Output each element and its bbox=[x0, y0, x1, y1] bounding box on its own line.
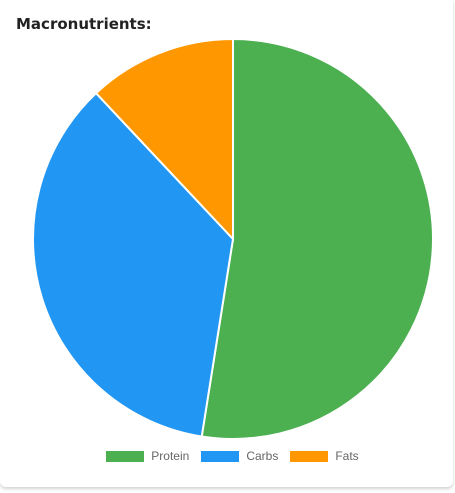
legend-item-fats[interactable]: Fats bbox=[290, 449, 358, 463]
legend-item-carbs[interactable]: Carbs bbox=[201, 449, 278, 463]
legend-item-protein[interactable]: Protein bbox=[106, 449, 189, 463]
pie-slice-protein[interactable] bbox=[202, 39, 433, 439]
legend-label-protein: Protein bbox=[151, 449, 189, 463]
legend-swatch-carbs bbox=[201, 451, 239, 462]
legend-label-carbs: Carbs bbox=[246, 449, 278, 463]
legend-swatch-protein bbox=[106, 451, 144, 462]
legend-label-fats: Fats bbox=[335, 449, 358, 463]
legend-swatch-fats bbox=[290, 451, 328, 462]
chart-legend: Protein Carbs Fats bbox=[0, 449, 455, 463]
